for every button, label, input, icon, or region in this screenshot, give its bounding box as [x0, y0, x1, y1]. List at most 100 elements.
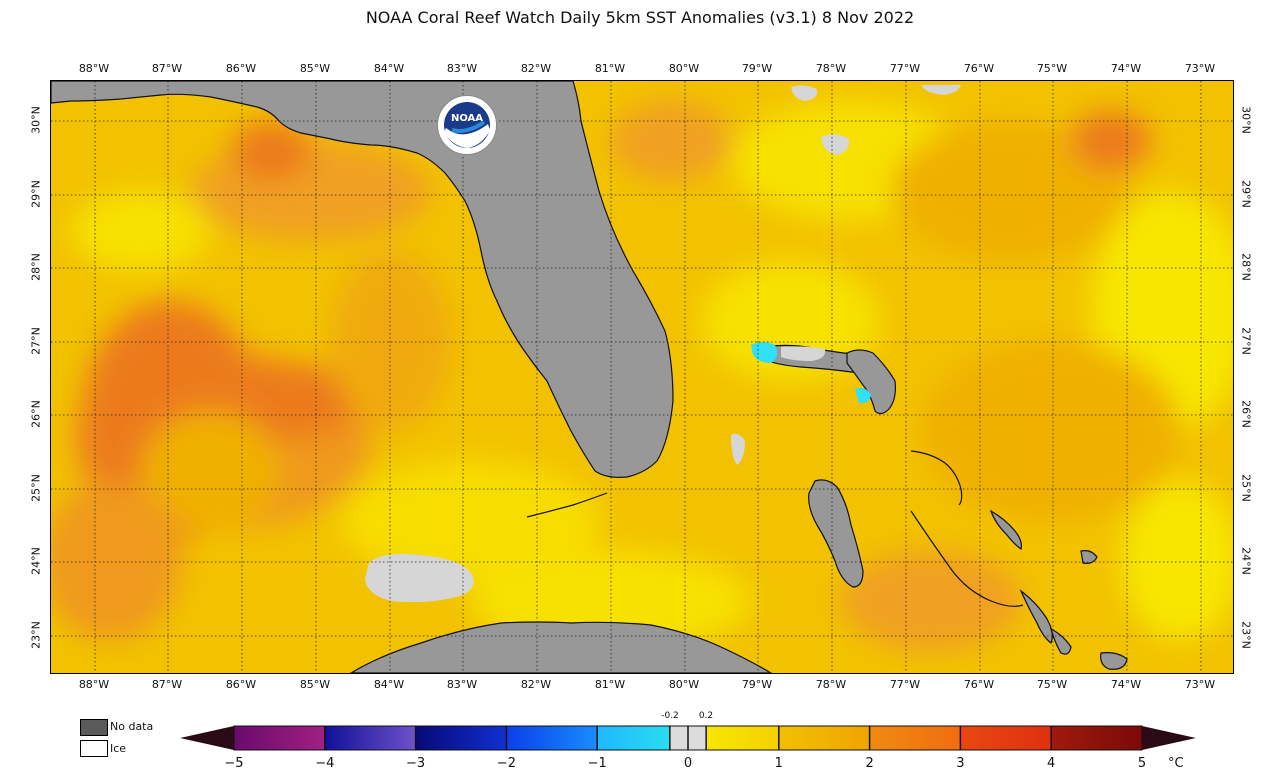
- ice-swatch: [80, 740, 108, 757]
- latitude-label-right: 30°N: [1239, 106, 1253, 134]
- longitude-label-top: 78°W: [815, 62, 847, 75]
- latitude-label-right: 29°N: [1239, 180, 1253, 208]
- longitude-label-bottom: 74°W: [1110, 678, 1142, 691]
- latitude-label-right: 28°N: [1239, 253, 1253, 281]
- colorbar-tick-label: −4: [315, 756, 335, 771]
- longitude-label-bottom: 79°W: [741, 678, 773, 691]
- colorbar-segment: [506, 726, 598, 750]
- longitude-label-bottom: 85°W: [299, 678, 331, 691]
- colorbar-tick-label: 1: [774, 756, 783, 771]
- no-data-sea: [365, 85, 961, 603]
- cuba-land: [349, 621, 773, 673]
- longitude-label-bottom: 76°W: [963, 678, 995, 691]
- long-island-land: [1019, 589, 1053, 644]
- map-title: NOAA Coral Reef Watch Daily 5km SST Anom…: [365, 8, 915, 27]
- abaco-land: [846, 349, 896, 415]
- colorbar: [180, 725, 1196, 751]
- cat-island-land: [989, 509, 1022, 550]
- colorbar-segment: [324, 726, 416, 750]
- longitude-label-bottom: 88°W: [78, 678, 110, 691]
- andros-land: [808, 479, 864, 588]
- exumas-land: [910, 510, 1024, 607]
- eleuthera-land: [910, 450, 963, 506]
- longitude-label-bottom: 84°W: [373, 678, 405, 691]
- longitude-label-bottom: 73°W: [1184, 678, 1216, 691]
- latitude-label-left: 29°N: [29, 180, 43, 208]
- noaa-logo: NOAA: [437, 95, 497, 155]
- colorbar-segment: [778, 726, 870, 750]
- latitude-label-left: 24°N: [29, 547, 43, 575]
- colorbar-small-label-neg: -0.2: [661, 711, 679, 721]
- longitude-label-top: 80°W: [668, 62, 700, 75]
- colorbar-max-arrow: [1142, 726, 1196, 750]
- cold-anomaly-patches: [751, 342, 871, 404]
- longitude-label-top: 86°W: [225, 62, 257, 75]
- inagua-land: [1100, 652, 1128, 670]
- colorbar-tick-label: −5: [224, 756, 244, 771]
- longitude-label-top: 87°W: [151, 62, 183, 75]
- longitude-label-bottom: 81°W: [594, 678, 626, 691]
- map-canvas: [51, 81, 1233, 673]
- gulf-coast-florida: [51, 81, 674, 478]
- longitude-label-top: 79°W: [741, 62, 773, 75]
- longitude-label-top: 85°W: [299, 62, 331, 75]
- colorbar-segment: [706, 726, 779, 750]
- colorbar-unit: °C: [1168, 756, 1184, 771]
- colorbar-tick-label: −2: [496, 756, 516, 771]
- colorbar-tick-label: 0: [683, 756, 693, 771]
- longitude-label-top: 73°W: [1184, 62, 1216, 75]
- colorbar-tick-label: −3: [406, 756, 426, 771]
- longitude-label-top: 88°W: [78, 62, 110, 75]
- longitude-label-top: 74°W: [1110, 62, 1142, 75]
- colorbar-tick-label: 4: [1047, 756, 1056, 771]
- colorbar-small-label-pos: 0.2: [698, 711, 714, 721]
- longitude-label-bottom: 80°W: [668, 678, 700, 691]
- latitude-label-left: 27°N: [29, 327, 43, 355]
- land: [51, 81, 1128, 673]
- longitude-label-bottom: 83°W: [446, 678, 478, 691]
- latitude-label-right: 26°N: [1239, 400, 1253, 428]
- latitude-label-right: 24°N: [1239, 547, 1253, 575]
- latitude-label-right: 25°N: [1239, 474, 1253, 502]
- no-data-swatch: [80, 719, 108, 736]
- graticule: [51, 81, 1233, 673]
- longitude-label-top: 84°W: [373, 62, 405, 75]
- longitude-label-top: 83°W: [446, 62, 478, 75]
- colorbar-segment: [234, 726, 325, 750]
- latitude-label-left: 23°N: [29, 621, 43, 649]
- sst-anomaly-map: NOAA: [50, 80, 1234, 674]
- colorbar-segment: [869, 726, 961, 750]
- colorbar-tick-label: 3: [956, 756, 965, 771]
- no-data-label: No data: [110, 720, 154, 733]
- latitude-label-left: 26°N: [29, 400, 43, 428]
- longitude-label-bottom: 77°W: [889, 678, 921, 691]
- longitude-label-top: 76°W: [963, 62, 995, 75]
- colorbar-segment: [415, 726, 507, 750]
- longitude-label-top: 81°W: [594, 62, 626, 75]
- longitude-label-bottom: 75°W: [1036, 678, 1068, 691]
- keys-land: [526, 492, 608, 518]
- latitude-label-left: 25°N: [29, 474, 43, 502]
- colorbar-tick-label: 5: [1137, 756, 1147, 771]
- noaa-logo-text: NOAA: [450, 113, 484, 124]
- colorbar-segment: [960, 726, 1052, 750]
- colorbar-tick-label: −1: [587, 756, 607, 771]
- longitude-label-bottom: 82°W: [520, 678, 552, 691]
- acklins-land: [1050, 627, 1072, 655]
- latitude-label-right: 27°N: [1239, 327, 1253, 355]
- anomaly-field: [51, 101, 1233, 651]
- longitude-label-bottom: 87°W: [151, 678, 183, 691]
- longitude-label-top: 75°W: [1036, 62, 1068, 75]
- latitude-label-left: 28°N: [29, 253, 43, 281]
- longitude-label-bottom: 86°W: [225, 678, 257, 691]
- latitude-label-left: 30°N: [29, 106, 43, 134]
- longitude-label-top: 77°W: [889, 62, 921, 75]
- colorbar-segment: [1051, 726, 1142, 750]
- longitude-label-top: 82°W: [520, 62, 552, 75]
- longitude-label-bottom: 78°W: [815, 678, 847, 691]
- ice-label: Ice: [110, 742, 127, 755]
- latitude-label-right: 23°N: [1239, 621, 1253, 649]
- mayaguana-land: [1080, 550, 1098, 564]
- colorbar-tick-label: 2: [865, 756, 874, 771]
- colorbar-min-arrow: [180, 726, 234, 750]
